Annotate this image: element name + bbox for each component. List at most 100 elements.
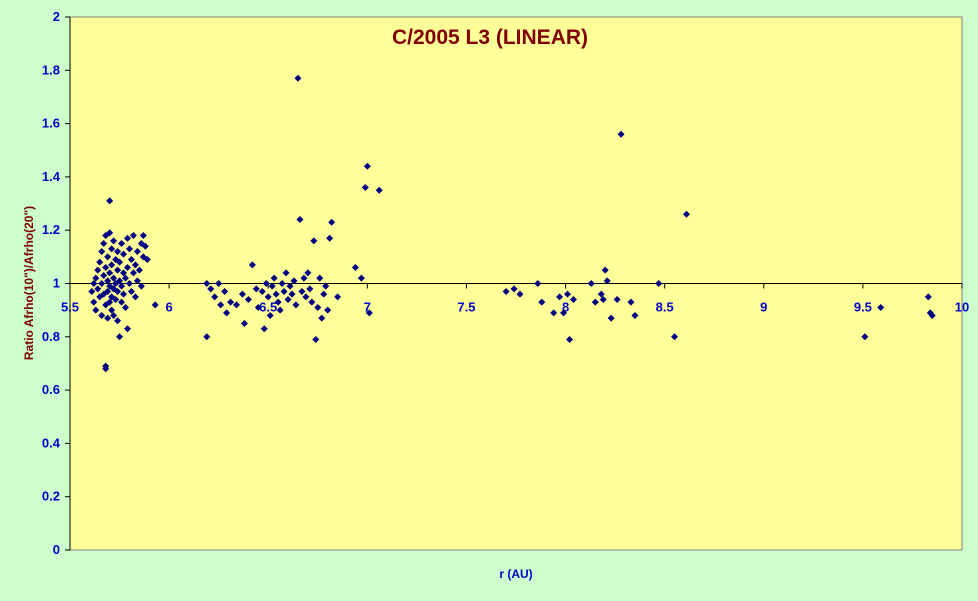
- y-axis: 0 0.2 0.4 0.6 0.8 1 1.2 1.4 1.6 1.8 2: [42, 9, 71, 557]
- data-point: [282, 269, 290, 277]
- data-point: [928, 311, 936, 319]
- data-point: [151, 301, 159, 309]
- data-point: [254, 303, 262, 311]
- data-point: [564, 290, 572, 298]
- data-point: [627, 298, 635, 306]
- data-point: [123, 325, 131, 333]
- data-point: [268, 282, 276, 290]
- y-axis-label: Ratio Afrho(10")/Afrho(20"): [22, 206, 36, 360]
- data-point: [129, 232, 137, 240]
- data-point: [597, 290, 605, 298]
- data-point: [94, 285, 102, 293]
- data-point: [104, 314, 112, 322]
- data-point: [603, 277, 611, 285]
- data-point: [114, 287, 122, 295]
- data-point: [98, 311, 106, 319]
- data-point: [286, 282, 294, 290]
- data-point: [270, 274, 278, 282]
- data-point: [316, 274, 324, 282]
- data-point: [108, 306, 116, 314]
- data-point: [223, 309, 231, 317]
- x-tick-label: 9.5: [854, 300, 872, 315]
- data-point: [322, 282, 330, 290]
- x-tick-label: 6.5: [259, 300, 277, 315]
- data-point: [280, 287, 288, 295]
- data-point: [227, 298, 235, 306]
- data-point: [308, 298, 316, 306]
- data-point: [96, 258, 104, 266]
- data-point: [274, 298, 282, 306]
- y-tick-label: 1.2: [42, 222, 60, 237]
- data-point: [131, 293, 139, 301]
- data-point: [120, 250, 128, 258]
- data-point: [560, 309, 568, 317]
- data-point: [90, 280, 98, 287]
- data-point: [207, 285, 215, 293]
- data-point: [125, 245, 133, 253]
- data-point: [244, 295, 252, 303]
- data-point: [102, 264, 110, 272]
- data-point: [276, 306, 284, 314]
- data-point: [92, 274, 100, 282]
- data-point: [304, 269, 312, 277]
- data-point: [137, 282, 145, 290]
- x-tick-label: 8.5: [656, 300, 674, 315]
- data-point: [104, 287, 112, 295]
- data-point: [334, 293, 342, 301]
- x-axis-label: r (AU): [499, 567, 532, 581]
- data-point: [272, 290, 280, 298]
- data-point: [599, 295, 607, 303]
- data-point: [122, 303, 130, 311]
- y-tick-label: 1.4: [42, 169, 61, 184]
- data-point: [112, 295, 120, 303]
- data-point: [143, 256, 151, 264]
- data-point: [613, 295, 621, 303]
- data-point: [108, 245, 116, 253]
- data-point: [607, 314, 615, 322]
- data-point: [139, 232, 147, 240]
- data-point: [363, 162, 371, 170]
- data-point: [203, 280, 211, 287]
- data-point: [566, 335, 574, 343]
- data-point: [104, 253, 112, 261]
- data-point: [326, 234, 334, 242]
- data-point: [118, 298, 126, 306]
- x-tick-label: 6: [165, 300, 172, 315]
- data-point: [88, 287, 96, 295]
- y-tick-label: 0: [53, 542, 60, 557]
- data-point: [125, 280, 133, 287]
- data-point: [129, 269, 137, 277]
- data-point: [591, 298, 599, 306]
- x-tick-label: 9: [760, 300, 767, 315]
- data-point: [617, 130, 625, 138]
- data-point: [328, 218, 336, 226]
- data-point: [217, 301, 225, 309]
- data-point: [133, 277, 141, 285]
- data-point: [131, 261, 139, 269]
- data-point: [94, 266, 102, 274]
- data-point: [110, 311, 118, 319]
- data-point: [314, 303, 322, 311]
- data-point: [538, 298, 546, 306]
- data-point: [294, 74, 302, 82]
- data-point: [100, 240, 108, 248]
- data-point: [361, 184, 369, 192]
- data-point: [102, 365, 110, 373]
- data-point: [114, 248, 122, 256]
- data-point: [92, 306, 100, 314]
- data-point: [258, 287, 266, 295]
- data-point: [240, 319, 248, 327]
- data-point: [601, 266, 609, 274]
- x-tick-label: 10: [955, 300, 969, 315]
- data-point: [116, 277, 124, 285]
- data-point: [122, 274, 130, 282]
- data-point: [211, 293, 219, 301]
- y-tick-label: 0.8: [42, 329, 60, 344]
- data-point: [118, 282, 126, 290]
- data-point: [127, 256, 135, 264]
- data-point: [123, 264, 131, 272]
- data-point: [114, 266, 122, 274]
- data-point: [260, 325, 268, 333]
- data-point: [233, 301, 241, 309]
